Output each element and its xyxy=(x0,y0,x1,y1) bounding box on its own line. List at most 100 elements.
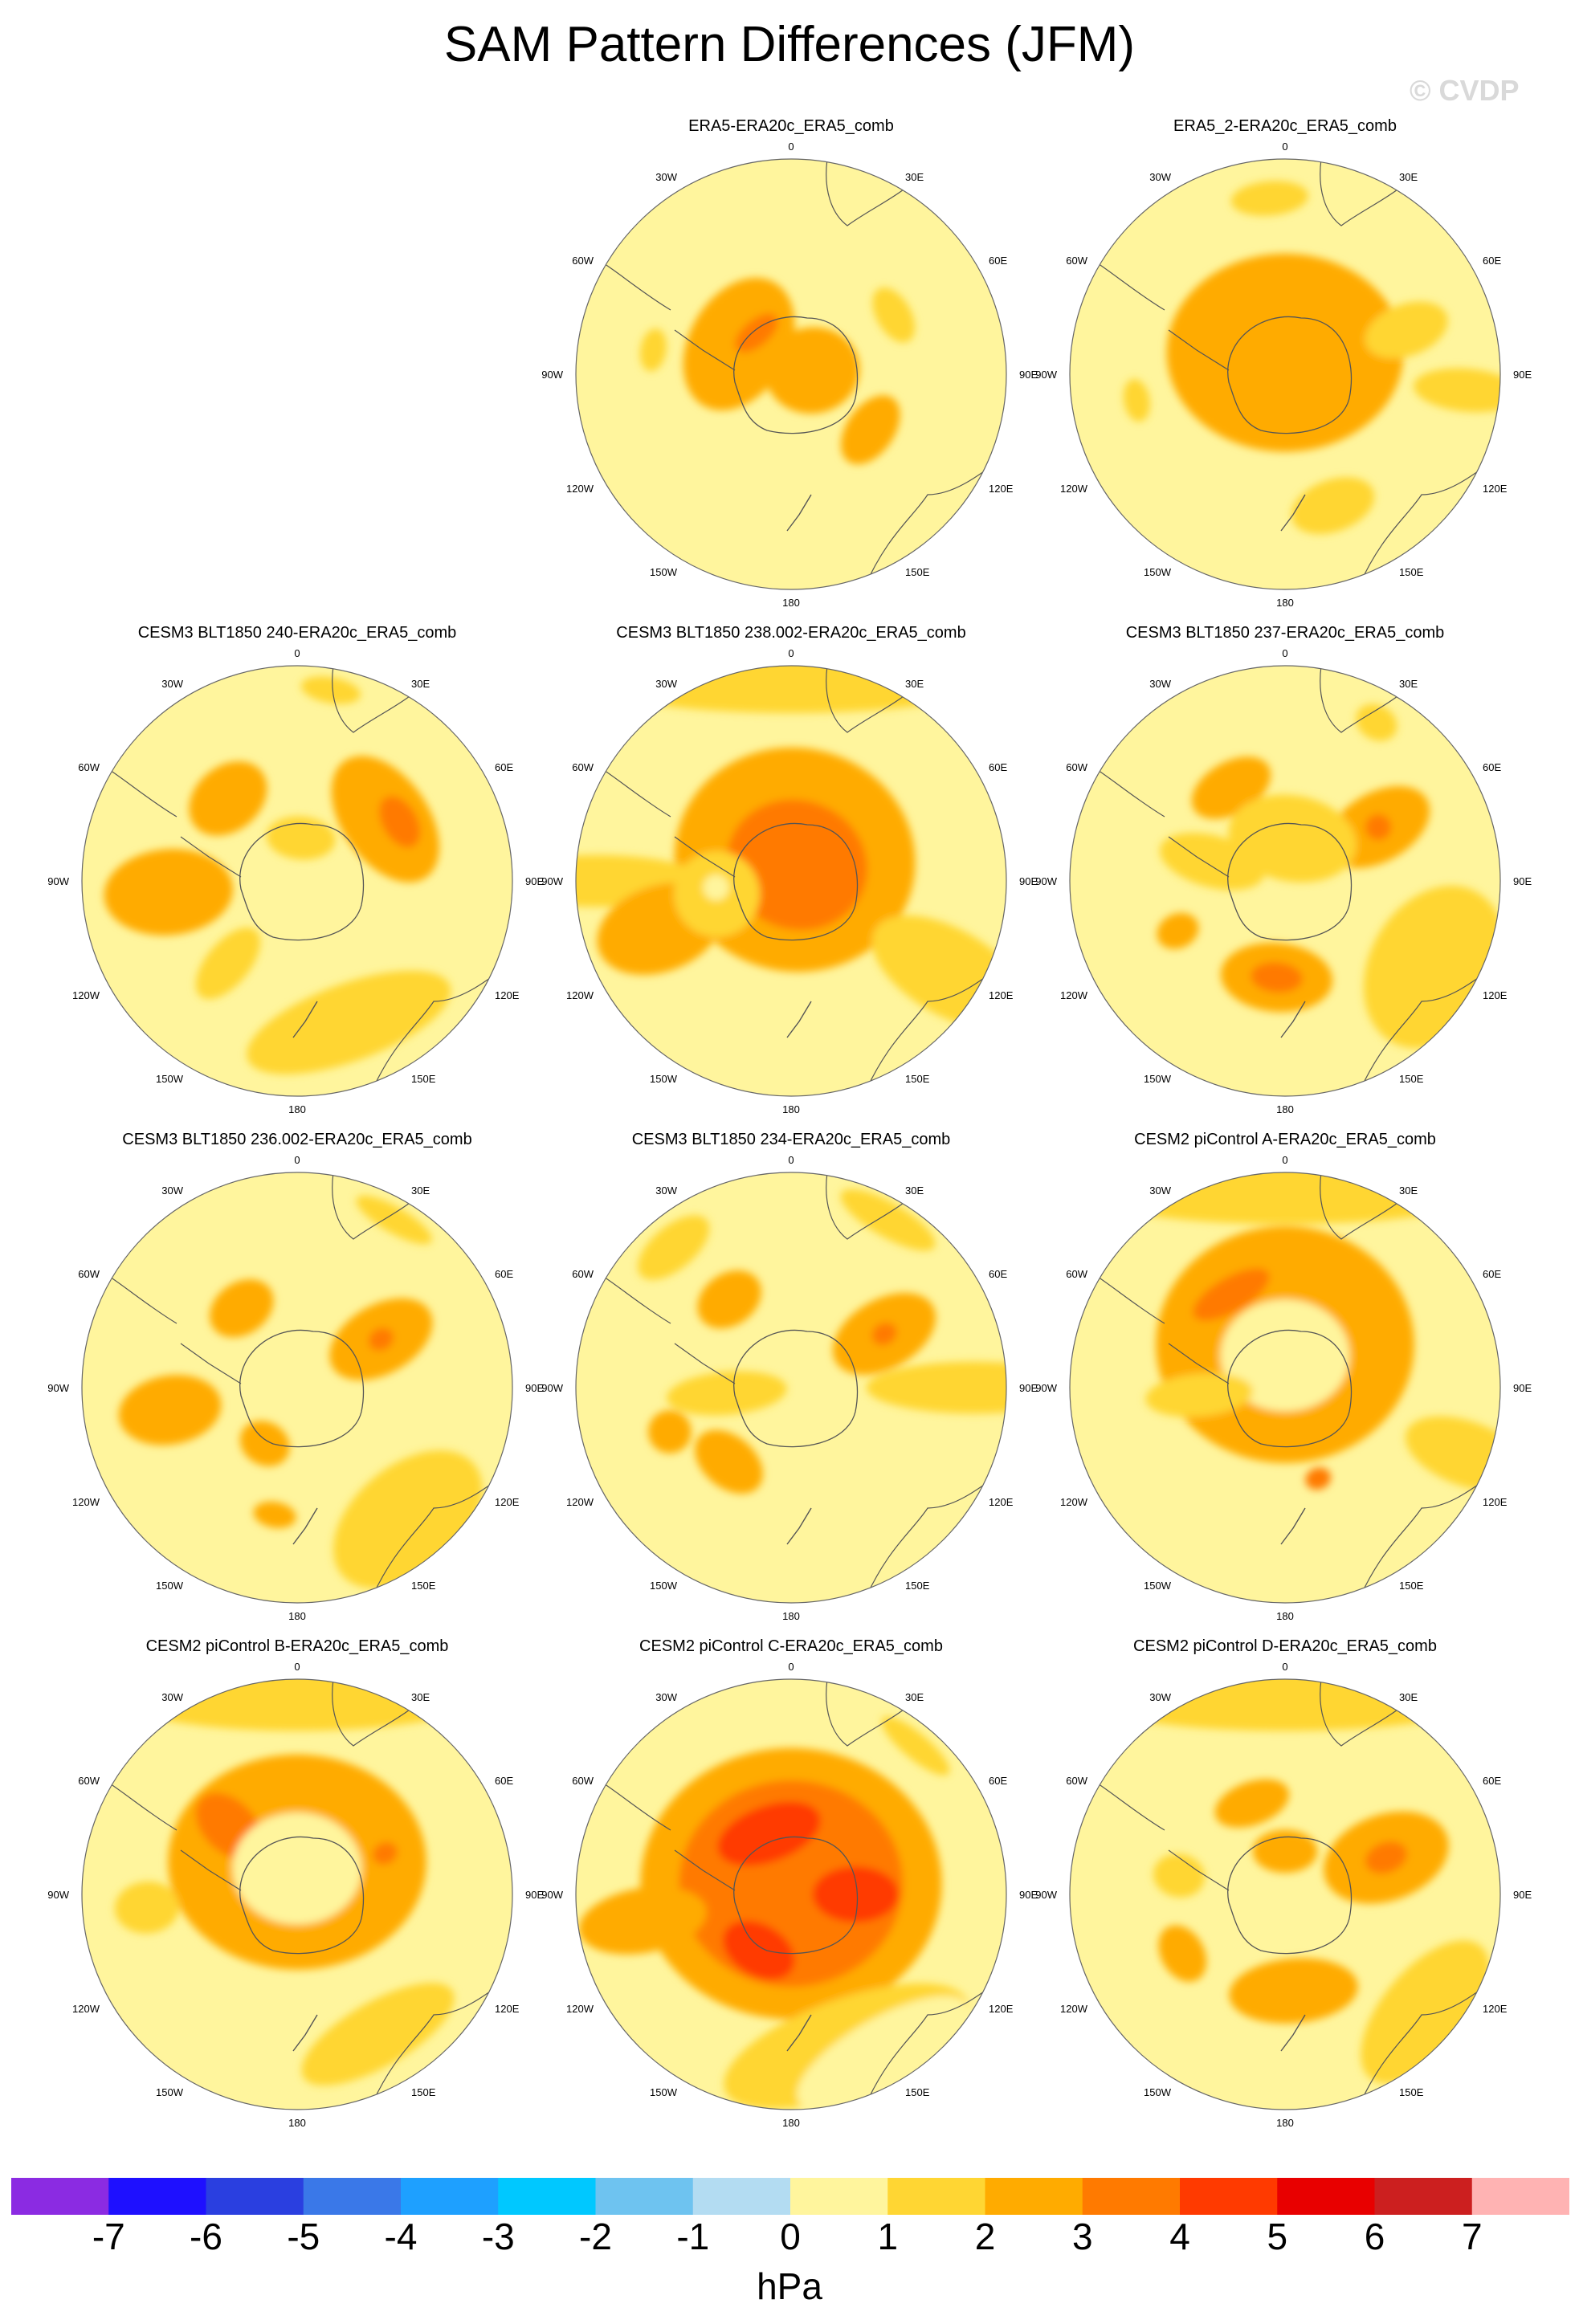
colorbar-tick: 1 xyxy=(877,2216,899,2257)
anomaly-contour xyxy=(1145,1372,1253,1417)
antarctica-outline xyxy=(239,822,365,941)
map-panel: ERA5_2-ERA20c_ERA5_comb 0 30E 60E 90E 120E 150… xyxy=(1036,117,1534,615)
anomaly-contour xyxy=(114,1882,180,1934)
longitude-label: 120E xyxy=(495,989,520,1001)
anomaly-contour xyxy=(872,287,916,343)
longitude-label: 120E xyxy=(989,2003,1014,2015)
colorbar-segment xyxy=(206,2178,304,2215)
polar-map: 0 30E 60E 90E 120E 150E 180 150W 120W 90W 60W 30W xyxy=(48,1154,544,1622)
colorbar-tick: 2 xyxy=(974,2216,996,2257)
australia-outline xyxy=(863,454,1006,589)
polar-map: 0 30E 60E 90E 120E 150E 180 150W 120W 90W 60W 30W xyxy=(542,141,1038,609)
anomaly-contour xyxy=(247,970,451,1074)
anomaly-contour xyxy=(1193,1268,1270,1321)
peninsula-outline xyxy=(1168,836,1230,878)
anomaly-contour xyxy=(300,676,361,704)
longitude-label: 0 xyxy=(294,647,300,659)
longitude-label: 30W xyxy=(1149,678,1171,690)
polar-map: 0 30E 60E 90E 120E 150E 180 150W 120W 90W 60W 30W xyxy=(48,1661,544,2129)
antarctica-outline xyxy=(733,822,859,941)
longitude-label: 0 xyxy=(1282,141,1287,153)
longitude-label: 90E xyxy=(1019,1889,1038,1901)
longitude-label: 90W xyxy=(1036,1889,1058,1901)
longitude-label: 120W xyxy=(566,483,594,495)
longitude-label: 150E xyxy=(905,2086,930,2098)
map-panel: CESM2 piControl C-ERA20c_ERA5_comb 0 30E 60… xyxy=(542,1637,1040,2135)
antarctica-outline xyxy=(1227,1329,1353,1448)
map-panel: CESM2 piControl A-ERA20c_ERA5_comb 0 30E 60… xyxy=(1036,1131,1534,1629)
longitude-label: 150W xyxy=(1144,566,1172,578)
longitude-label: 60E xyxy=(989,761,1007,773)
longitude-label: 180 xyxy=(288,1103,306,1115)
colorbar-tick: -4 xyxy=(384,2216,418,2257)
anomaly-contour xyxy=(118,1375,222,1445)
australia-outline xyxy=(863,960,1006,1096)
colorbar-segment xyxy=(11,2178,109,2215)
longitude-label: 30W xyxy=(1149,1691,1171,1703)
longitude-label: 150W xyxy=(156,1580,184,1592)
longitude-label: 120E xyxy=(495,1496,520,1508)
panel-title: ERA5_2-ERA20c_ERA5_comb xyxy=(1173,117,1397,135)
longitude-label: 180 xyxy=(782,1103,800,1115)
africa-outline xyxy=(332,1679,410,1747)
longitude-label: 150W xyxy=(650,2086,678,2098)
longitude-label: 150E xyxy=(1399,2086,1424,2098)
longitude-label: 150E xyxy=(411,2086,436,2098)
longitude-label: 0 xyxy=(788,1154,794,1166)
australia-outline xyxy=(369,1467,512,1603)
colorbar-tick: -2 xyxy=(579,2216,612,2257)
polar-map: 0 30E 60E 90E 120E 150E 180 150W 120W 90W 60W 30W xyxy=(48,647,544,1115)
africa-outline xyxy=(1320,159,1398,226)
anomaly-contour xyxy=(1229,1958,1358,2024)
longitude-label: 60W xyxy=(1066,761,1087,773)
longitude-label: 60W xyxy=(78,1775,100,1787)
anomaly-contour xyxy=(723,1920,795,1980)
panel-title: CESM3 BLT1850 237-ERA20c_ERA5_comb xyxy=(1125,624,1445,642)
africa-outline xyxy=(826,1679,904,1747)
anomaly-contour xyxy=(695,1429,763,1494)
anomaly-contour xyxy=(840,1189,936,1251)
anomaly-contour xyxy=(1230,181,1308,216)
panel-title: CESM3 BLT1850 234-ERA20c_ERA5_comb xyxy=(631,1131,951,1148)
anomaly-contour xyxy=(638,1215,710,1280)
longitude-label: 60W xyxy=(572,255,594,267)
colorbar-segment xyxy=(692,2178,791,2215)
longitude-label: 150E xyxy=(1399,566,1424,578)
colorbar-segment xyxy=(108,2178,206,2215)
australia-outline xyxy=(1357,960,1500,1096)
panel-title: CESM2 piControl C-ERA20c_ERA5_comb xyxy=(639,1637,943,1655)
panel-title: CESM2 piControl A-ERA20c_ERA5_comb xyxy=(1134,1131,1436,1148)
longitude-label: 30E xyxy=(1399,678,1418,690)
longitude-label: 30W xyxy=(161,1184,183,1197)
australia-outline xyxy=(1357,454,1500,589)
new-zealand-outline xyxy=(292,1001,318,1038)
australia-outline xyxy=(369,960,512,1096)
colorbar-segment xyxy=(887,2178,985,2215)
longitude-label: 30E xyxy=(905,171,924,183)
longitude-label: 30E xyxy=(905,678,924,690)
longitude-label: 60E xyxy=(1483,255,1501,267)
longitude-label: 120E xyxy=(1483,989,1508,1001)
map-panel: CESM3 BLT1850 237-ERA20c_ERA5_comb 0 30E 60… xyxy=(1036,624,1534,1122)
panel-title: CESM2 piControl B-ERA20c_ERA5_comb xyxy=(145,1637,449,1655)
map-panel: CESM2 piControl D-ERA20c_ERA5_comb 0 30E 60… xyxy=(1036,1637,1534,2135)
longitude-label: 120E xyxy=(1483,483,1508,495)
anomaly-contour xyxy=(1252,1829,1318,1873)
longitude-label: 60E xyxy=(1483,1775,1501,1787)
colorbar-tick: -5 xyxy=(287,2216,320,2257)
longitude-label: 0 xyxy=(788,141,794,153)
anomaly-contour xyxy=(648,1410,692,1454)
colorbar-segment xyxy=(1277,2178,1375,2215)
africa-outline xyxy=(332,666,410,733)
anomaly-contour xyxy=(239,1421,290,1466)
colorbar-unit: hPa xyxy=(757,2265,822,2307)
longitude-label: 120E xyxy=(989,989,1014,1001)
australia-outline xyxy=(863,1974,1006,2110)
peninsula-outline xyxy=(180,836,242,878)
longitude-label: 180 xyxy=(1276,1610,1294,1622)
anomaly-contour xyxy=(1365,813,1392,841)
colorbar-tick: -3 xyxy=(481,2216,515,2257)
longitude-label: 120W xyxy=(1060,1496,1088,1508)
anomaly-contour xyxy=(697,1270,761,1329)
longitude-label: 180 xyxy=(1276,1103,1294,1115)
